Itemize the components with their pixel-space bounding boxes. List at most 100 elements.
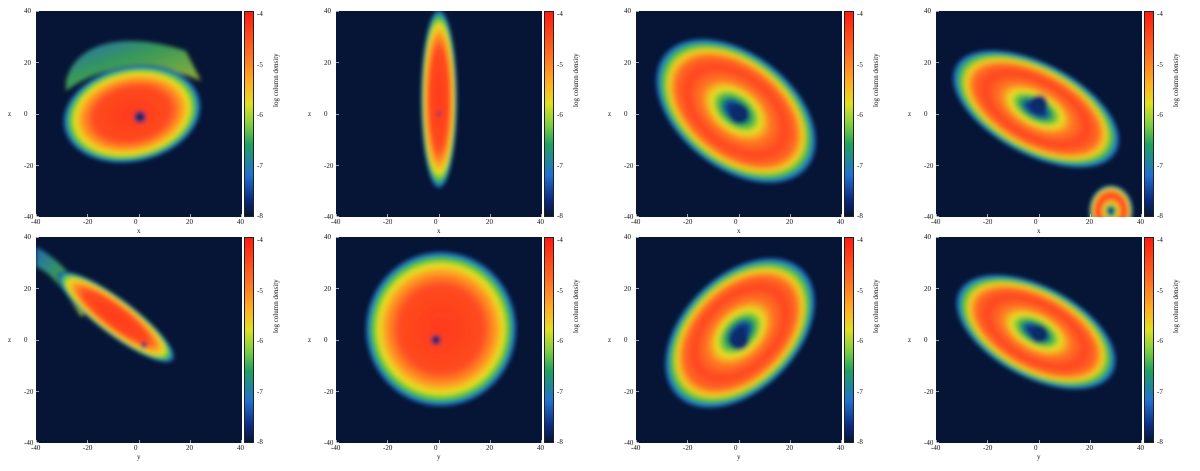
density-svg [36,11,242,217]
colorbar-label: log column density [272,53,280,107]
x-tick-label: 40 [1137,444,1144,452]
tick-mark [936,237,939,238]
density-map [636,237,842,443]
tick-mark [1039,214,1040,217]
central-cavity [729,330,749,350]
colorbar [844,11,854,217]
tick-mark [636,11,639,12]
tick-mark [636,288,639,289]
x-tick-label: 0 [134,218,138,226]
colorbar-tick-label: -4 [257,10,263,18]
x-axis-label: x [737,227,741,235]
tick-mark [36,391,39,392]
y-axis-label: z [608,336,612,344]
x-tick-label: -40 [31,444,41,452]
colorbar-tick-label: -8 [857,438,863,446]
colorbar-tick-label: -7 [1157,388,1163,396]
tick-mark [490,214,491,217]
y-tick-label: 40 [324,7,331,15]
tick-mark [336,11,339,12]
y-axis-label: z [308,336,312,344]
x-tick-label: -40 [331,218,341,226]
x-tick-label: -40 [631,444,641,452]
colorbar-tick-label: -6 [1157,111,1163,119]
y-tick-label: -40 [324,213,334,221]
tick-mark [241,440,242,443]
tick-mark [336,114,339,115]
central-cavity [141,342,147,348]
x-axis-label: y [437,453,441,461]
x-axis-label: y [137,453,141,461]
tick-mark [490,440,491,443]
x-tick-label: 0 [434,444,438,452]
central-cavity [437,112,441,116]
x-tick-label: 40 [1137,218,1144,226]
x-tick-label: 0 [1034,444,1038,452]
y-axis-label: z [608,110,612,118]
x-tick-label: 0 [1034,218,1038,226]
x-tick-label: -20 [83,444,93,452]
tick-mark [387,214,388,217]
density-svg [336,237,542,443]
colorbar-tick-label: -6 [557,111,563,119]
colorbar-label: log column density [572,53,580,107]
density-map [636,11,842,217]
tick-mark [87,214,88,217]
x-tick-label: 40 [837,444,844,452]
tick-mark [936,214,937,217]
tick-mark [739,440,740,443]
colorbar-tick-label: -4 [1157,10,1163,18]
colorbar-tick-label: -5 [857,287,863,295]
colorbar-tick-label: -7 [557,162,563,170]
tick-mark [936,440,937,443]
disc [421,11,457,189]
tick-mark [36,440,37,443]
tick-mark [241,214,242,217]
tick-mark [841,214,842,217]
tick-mark [387,440,388,443]
colorbar-tick-label: -8 [1157,212,1163,220]
colorbar-tick-label: -7 [257,388,263,396]
central-cavity [1030,325,1048,343]
y-tick-label: -20 [24,162,34,170]
tick-mark [541,440,542,443]
tick-mark [987,214,988,217]
tick-mark [190,440,191,443]
tick-mark [636,216,639,217]
y-tick-label: 20 [624,59,631,67]
x-tick-label: -20 [983,444,993,452]
density-svg [936,237,1142,443]
tick-mark [636,440,637,443]
tick-mark [636,442,639,443]
tick-mark [336,440,337,443]
central-cavity [134,111,146,123]
x-axis-label: y [1037,453,1041,461]
tick-mark [541,214,542,217]
y-axis-label: z [908,336,912,344]
tick-mark [636,214,637,217]
central-cavity [431,335,441,345]
x-tick-label: 0 [734,444,738,452]
companion-blob [1089,185,1133,217]
tick-mark [336,340,339,341]
density-svg [336,11,542,217]
tick-mark [739,214,740,217]
tick-mark [687,214,688,217]
density-svg [636,237,842,443]
colorbar [244,237,254,443]
y-tick-label: -20 [924,162,934,170]
y-tick-label: 40 [924,233,931,241]
colorbar-tick-label: -4 [557,10,563,18]
disc [57,271,175,363]
x-tick-label: -20 [683,444,693,452]
y-tick-label: -20 [624,388,634,396]
y-tick-label: -20 [624,162,634,170]
colorbar-tick-label: -5 [1157,287,1163,295]
tick-mark [987,440,988,443]
tick-mark [36,62,39,63]
tick-mark [1141,214,1142,217]
y-tick-label: -20 [924,388,934,396]
y-tick-label: 40 [624,7,631,15]
tick-mark [190,214,191,217]
